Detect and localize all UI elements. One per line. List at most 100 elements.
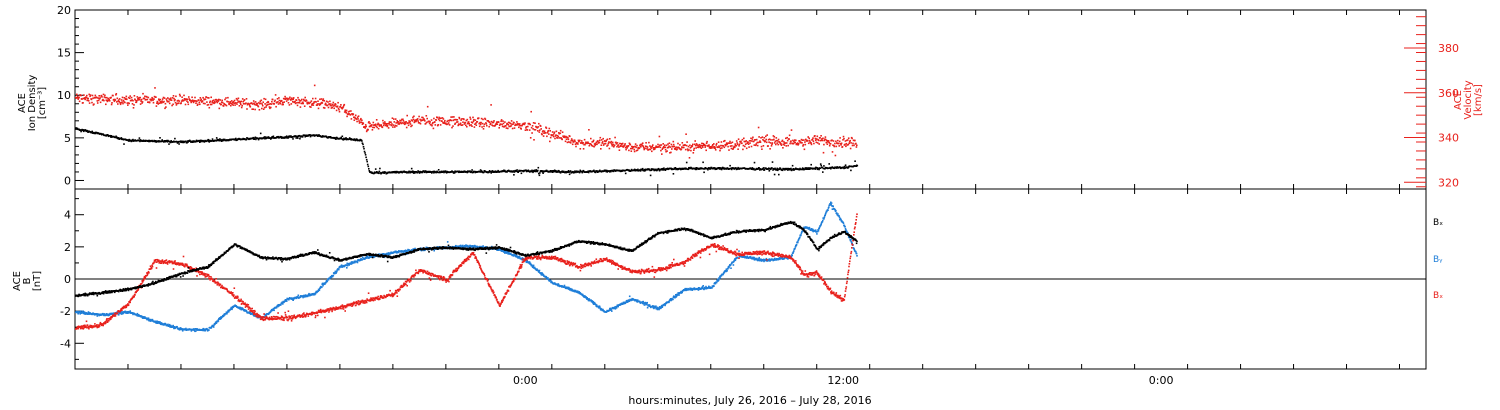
- velocity-point: [664, 146, 666, 149]
- velocity-point: [697, 144, 699, 147]
- density-point: [639, 170, 642, 172]
- density-point: [252, 136, 255, 139]
- velocity-point: [253, 103, 256, 106]
- density-point: [283, 137, 286, 139]
- velocity-point: [466, 122, 469, 125]
- velocity-point: [592, 140, 594, 143]
- velocity-point: [513, 122, 515, 124]
- velocity-point: [164, 102, 167, 105]
- velocity-point: [353, 119, 356, 121]
- velocity-point: [679, 144, 681, 146]
- velocity-point: [317, 107, 320, 110]
- velocity-point: [745, 147, 748, 150]
- velocity-point: [211, 100, 214, 102]
- velocity-point: [252, 108, 254, 110]
- velocity-point: [377, 127, 380, 130]
- velocity-point: [741, 142, 743, 145]
- density-point: [452, 172, 455, 174]
- velocity-point: [118, 101, 120, 103]
- velocity-point: [723, 146, 726, 149]
- density-point: [142, 140, 144, 142]
- velocity-point: [816, 138, 818, 140]
- velocity-point: [387, 123, 389, 125]
- by-point: [147, 317, 150, 319]
- by-point: [76, 311, 79, 314]
- velocity-point: [412, 116, 414, 119]
- by-point: [105, 314, 108, 316]
- density-point: [822, 167, 825, 170]
- velocity-point: [661, 153, 663, 155]
- velocity-point: [653, 147, 655, 149]
- by-point: [563, 284, 566, 287]
- by-point: [314, 293, 317, 295]
- velocity-point: [184, 103, 187, 106]
- density-point: [195, 139, 198, 142]
- velocity-point: [528, 129, 531, 131]
- velocity-point: [768, 141, 770, 143]
- velocity-point: [809, 141, 811, 143]
- density-point: [517, 171, 519, 173]
- velocity-point: [143, 97, 146, 100]
- by-point: [531, 264, 533, 267]
- density-point: [853, 165, 856, 167]
- velocity-point: [221, 101, 224, 104]
- density-point: [364, 152, 366, 154]
- velocity-point: [185, 98, 188, 100]
- velocity-point: [677, 142, 679, 145]
- velocity-point: [178, 102, 180, 104]
- velocity-point: [292, 97, 295, 99]
- velocity-point: [652, 147, 654, 149]
- velocity-point: [471, 125, 473, 127]
- velocity-point: [282, 103, 284, 106]
- velocity-point: [253, 102, 255, 104]
- velocity-point: [530, 110, 532, 113]
- velocity-point: [602, 137, 604, 140]
- velocity-point: [711, 144, 714, 147]
- density-point: [821, 166, 824, 169]
- by-point: [617, 305, 619, 308]
- velocity-point: [793, 141, 796, 144]
- velocity-point: [160, 102, 163, 104]
- velocity-point: [606, 145, 608, 147]
- velocity-point: [773, 138, 775, 141]
- density-point: [296, 136, 299, 138]
- by-point: [141, 315, 143, 318]
- velocity-point: [473, 126, 476, 128]
- density-point: [394, 171, 397, 174]
- density-point: [757, 168, 759, 170]
- velocity-point: [781, 139, 784, 142]
- velocity-point: [254, 108, 256, 111]
- density-point: [835, 167, 838, 169]
- by-point: [193, 328, 195, 330]
- velocity-point: [786, 139, 789, 142]
- density-point: [763, 169, 766, 171]
- velocity-point: [509, 122, 512, 125]
- velocity-point: [281, 101, 284, 104]
- density-point: [706, 167, 709, 170]
- velocity-point: [573, 139, 576, 141]
- velocity-point: [297, 101, 300, 104]
- by-point: [715, 281, 718, 284]
- velocity-point: [82, 97, 85, 100]
- velocity-point: [190, 101, 192, 104]
- velocity-point: [335, 109, 338, 112]
- velocity-point: [135, 101, 138, 104]
- velocity-point: [287, 102, 290, 104]
- by-point: [504, 251, 507, 253]
- velocity-point: [633, 148, 635, 151]
- velocity-point: [191, 96, 193, 99]
- velocity-point: [141, 101, 144, 103]
- by-point: [395, 250, 397, 253]
- velocity-point: [548, 133, 550, 135]
- velocity-point: [831, 139, 833, 141]
- velocity-point: [456, 119, 459, 121]
- density-point: [663, 167, 665, 169]
- velocity-point: [802, 145, 804, 147]
- velocity-point: [283, 98, 286, 100]
- velocity-point: [461, 124, 464, 126]
- velocity-point: [501, 125, 504, 128]
- velocity-point: [78, 96, 80, 99]
- by-point: [652, 306, 654, 309]
- density-point: [425, 170, 427, 173]
- velocity-point: [495, 122, 498, 125]
